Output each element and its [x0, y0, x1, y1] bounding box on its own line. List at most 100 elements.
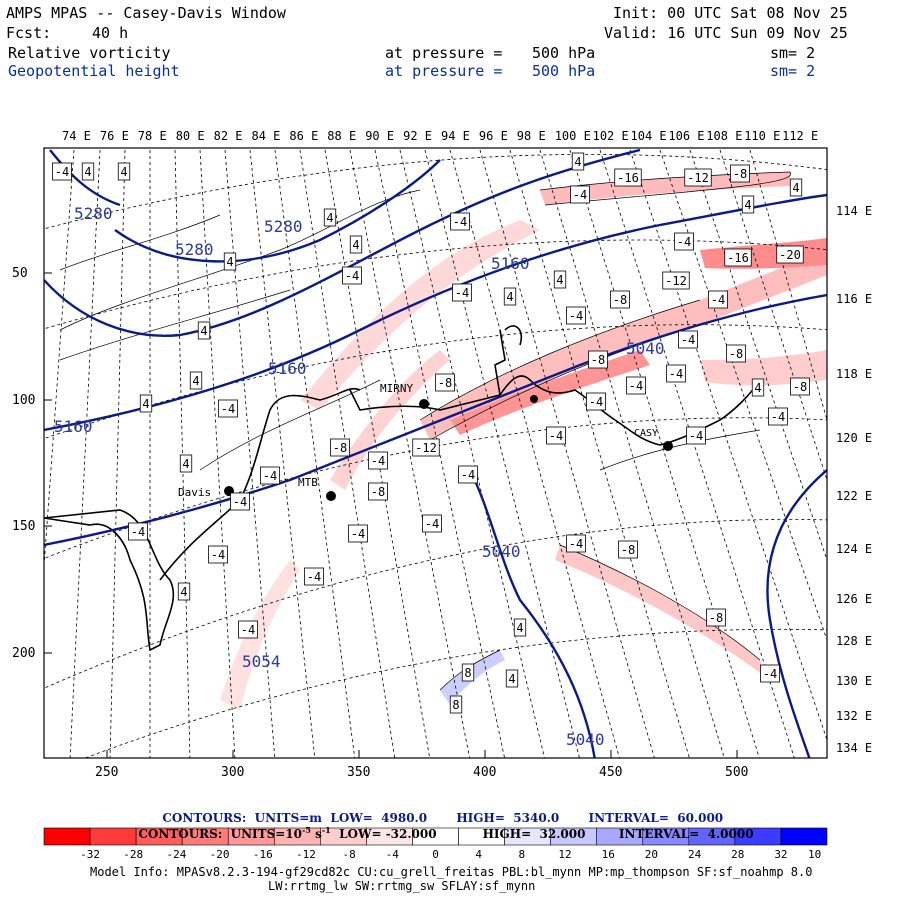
vorticity-box: -4	[452, 283, 472, 302]
svg-text:-4: -4	[629, 379, 643, 393]
height-labels: 5280 5280 5280 5160 5160 5160 5040 5040 5040 5054	[54, 204, 665, 749]
model-info-line2: LW:rrtmg_lw SW:rrtmg_sw SFLAY:sf_mynn	[268, 879, 536, 893]
top-lon-label: 84 E	[252, 129, 281, 143]
svg-text:-12: -12	[687, 171, 709, 185]
svg-text:-4: -4	[569, 537, 583, 551]
colorbar-label: -4	[386, 848, 400, 861]
top-lon-label: 78 E	[138, 129, 167, 143]
top-lon-label: 86 E	[289, 129, 318, 143]
vorticity-box: -4	[678, 330, 698, 349]
vorticity-box: -8	[610, 290, 630, 309]
top-lon-label: 102 E	[593, 129, 629, 143]
field2-name: Geopotential height	[8, 62, 180, 80]
vorticity-box: -4	[450, 212, 470, 231]
svg-text:-8: -8	[613, 293, 627, 307]
colorbar-label: 28	[731, 848, 744, 861]
svg-text:-4: -4	[549, 429, 563, 443]
svg-text:-4: -4	[371, 454, 385, 468]
height-contour-info: CONTOURS: UNITS=m LOW= 4980.0 HIGH= 5340…	[162, 811, 724, 825]
svg-text:-16: -16	[617, 171, 639, 185]
right-lon-label: 118 E	[836, 367, 872, 381]
vorticity-labels: 4 4 -4 4 4 4 -4 -4 4 -4 4 4 -4 -16 -12 -8 4 4 -4 -16 -20 -12 -…	[52, 152, 810, 714]
svg-text:4: 4	[84, 165, 91, 179]
svg-text:-8: -8	[709, 611, 723, 625]
top-lon-label: 74 E	[62, 129, 91, 143]
x-tick-label: 400	[473, 765, 496, 780]
vorticity-box: 4	[197, 321, 211, 340]
vorticity-box: 4	[503, 287, 517, 306]
svg-text:-4: -4	[131, 525, 145, 539]
colorbar-unit: 10	[808, 848, 821, 861]
svg-text:-4: -4	[233, 495, 247, 509]
vorticity-box: -4	[546, 426, 566, 445]
casey-label: CASY	[634, 428, 658, 439]
vorticity-box: -8	[706, 608, 726, 627]
vorticity-contours	[59, 171, 791, 691]
svg-text:8: 8	[452, 698, 459, 712]
y-tick-label: 50	[12, 266, 28, 281]
svg-text:4: 4	[744, 198, 751, 212]
vorticity-box: -4	[348, 524, 368, 543]
forecast-hours: 40 h	[92, 24, 129, 42]
svg-text:4: 4	[754, 381, 761, 395]
y-tick-label: 150	[12, 519, 35, 534]
vorticity-box: 4	[179, 454, 193, 473]
vorticity-box: -4	[218, 399, 238, 418]
vorticity-box: -4	[760, 664, 780, 683]
svg-text:-4: -4	[211, 548, 225, 562]
vorticity-box: -4	[230, 492, 250, 511]
svg-text:-4: -4	[55, 165, 69, 179]
vorticity-box: -4	[626, 376, 646, 395]
svg-text:-4: -4	[351, 527, 365, 541]
vorticity-box: -8	[330, 438, 350, 457]
vorticity-box: 4	[81, 162, 95, 181]
height-label: 5054	[242, 652, 281, 671]
mirny-label: MIRNY	[380, 382, 413, 395]
height-label: 5280	[264, 217, 303, 236]
svg-text:-4: -4	[689, 429, 703, 443]
colorbar-label: 24	[688, 848, 702, 861]
svg-text:-4: -4	[771, 410, 785, 424]
davis-label: Davis	[178, 486, 211, 499]
vorticity-box: -4	[304, 567, 324, 586]
svg-text:-4: -4	[221, 402, 235, 416]
svg-text:-4: -4	[669, 367, 683, 381]
svg-text:4: 4	[574, 155, 581, 169]
colorbar-swatch	[43, 827, 91, 846]
vorticity-box: -8	[618, 540, 638, 559]
svg-text:-4: -4	[263, 469, 277, 483]
top-lon-label: 96 E	[479, 129, 508, 143]
vorticity-box: 4	[553, 270, 567, 289]
svg-text:-8: -8	[733, 167, 747, 181]
svg-text:4: 4	[326, 211, 333, 225]
vorticity-box: -4	[708, 290, 728, 309]
svg-text:-4: -4	[569, 309, 583, 323]
top-lon-label: 106 E	[668, 129, 704, 143]
vorticity-box: -4	[686, 426, 706, 445]
height-label: 5040	[482, 542, 521, 561]
colorbar-label: -12	[296, 848, 316, 861]
svg-text:-4: -4	[461, 468, 475, 482]
top-lon-label: 100 E	[555, 129, 591, 143]
colorbar-label: 8	[519, 848, 526, 861]
vorticity-box: 4	[223, 252, 237, 271]
svg-text:-4: -4	[677, 235, 691, 249]
colorbar-label: -8	[343, 848, 356, 861]
svg-text:-4: -4	[425, 517, 439, 531]
vorticity-box: -4	[674, 232, 694, 251]
vorticity-box: -4	[368, 451, 388, 470]
vorticity-box: 4	[177, 582, 191, 601]
top-lon-label: 80 E	[176, 129, 205, 143]
svg-text:-16: -16	[727, 251, 749, 265]
field1-level: 500 hPa	[532, 44, 596, 62]
top-lon-label: 90 E	[365, 129, 394, 143]
svg-text:4: 4	[792, 181, 799, 195]
vorticity-box: 4	[505, 669, 519, 688]
station-marker	[530, 395, 538, 403]
svg-text:4: 4	[180, 585, 187, 599]
svg-text:-8: -8	[438, 376, 452, 390]
colorbar-label: -32	[80, 848, 100, 861]
vorticity-box: -4	[666, 364, 686, 383]
right-lon-label: 122 E	[836, 489, 872, 503]
right-lon-label: 128 E	[836, 634, 872, 648]
